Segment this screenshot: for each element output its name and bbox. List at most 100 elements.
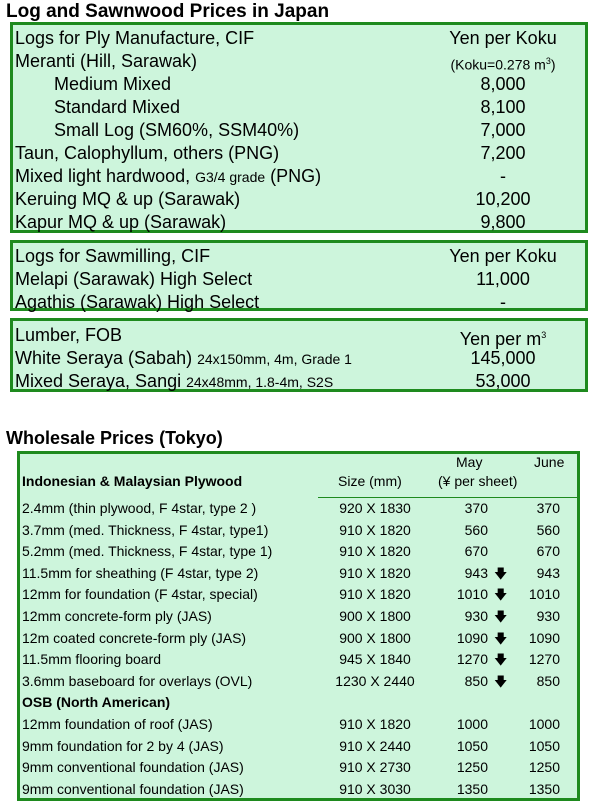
june-price-cell: 930 — [536, 607, 560, 624]
june-price-cell: 1000 — [528, 715, 560, 732]
row-label: Agathis (Sarawak) High Select — [15, 292, 260, 312]
size-cell: 900 X 1800 — [339, 629, 411, 646]
section-header: Logs for Ply Manufacture, CIF — [15, 28, 255, 48]
row-label: Medium Mixed — [54, 74, 172, 94]
size-cell: 910 X 1820 — [339, 543, 411, 560]
may-price-cell: 370 — [464, 500, 488, 516]
table-row: 11.5mm for sheathing (F 4star, type 2) 91… — [20, 563, 577, 585]
unit-label: Yen per m3 — [459, 329, 547, 349]
table-row: 9mm conventional foundation (JAS) 910 X 2… — [20, 757, 577, 779]
june-header: June — [534, 454, 565, 470]
table-row: 3.7mm (med. Thickness, F 4star, type1) 91… — [20, 520, 577, 542]
row-value: - — [500, 166, 506, 186]
row-value: 9,800 — [480, 212, 526, 232]
size-cell: 910 X 1820 — [339, 715, 411, 732]
wholesale-title: Wholesale Prices (Tokyo) — [6, 428, 223, 448]
page-title: Log and Sawnwood Prices in Japan — [6, 1, 330, 22]
unit-label: Yen per Koku — [449, 28, 557, 48]
description-cell: 3.7mm (med. Thickness, F 4star, type1) — [22, 521, 269, 538]
row-label: Kapur MQ & up (Sarawak) — [15, 212, 227, 232]
row-value: 145,000 — [470, 348, 536, 368]
june-price-cell: 1090 — [528, 629, 560, 646]
table-row: 9mm foundation for 2 by 4 (JAS) 910 X 244… — [20, 736, 577, 758]
row-label: Keruing MQ & up (Sarawak) — [15, 189, 241, 209]
may-price-cell: 1250 — [456, 759, 488, 776]
table-row: 3.6mm baseboard for overlays (OVL) 1230 X… — [20, 671, 577, 693]
section-header: Logs for Sawmilling, CIF — [15, 246, 211, 266]
may-price-cell: 1050 — [456, 737, 488, 754]
lumber-box: Lumber, FOB Yen per m3 White Seraya (Saba… — [10, 318, 588, 392]
table-row: OSB (North American) — [20, 692, 577, 714]
unit-label: Yen per Koku — [449, 246, 557, 266]
june-price-cell: 1250 — [528, 759, 560, 776]
may-price-cell: 1090 — [456, 629, 488, 646]
row-value: 10,200 — [475, 189, 531, 209]
june-price-cell: 560 — [536, 521, 560, 538]
row-value: 8,000 — [480, 74, 526, 94]
row-value: 7,000 — [480, 120, 526, 140]
saw-logs-box: Logs for Sawmilling, CIF Yen per Koku Mel… — [10, 240, 588, 312]
down-arrow-icon: 🡇 — [494, 673, 508, 689]
category-header: Indonesian & Malaysian Plywood — [22, 473, 243, 489]
row-value: - — [500, 292, 506, 312]
ply-logs-box: Logs for Ply Manufacture, CIF Yen per Kok… — [10, 22, 588, 233]
june-price-cell: 1050 — [528, 737, 560, 754]
table-row: 11.5mm flooring board 945 X 1840 1270 🡇 1270 — [20, 649, 577, 671]
size-header: Size (mm) — [338, 473, 402, 489]
description-cell: 11.5mm for sheathing (F 4star, type 2) — [22, 564, 259, 581]
row-label: Melapi (Sarawak) High Select — [15, 269, 253, 289]
june-price-cell: 943 — [536, 564, 560, 581]
size-cell: 910 X 1820 — [339, 564, 411, 581]
may-price-cell: 670 — [464, 543, 488, 560]
row-label: Mixed light hardwood, G3/4 grade (PNG) — [15, 166, 322, 186]
may-price-cell: 943 — [464, 564, 488, 581]
may-price-cell: 1270 — [456, 651, 488, 668]
description-cell: 5.2mm (med. Thickness, F 4star, type 1) — [22, 543, 273, 560]
section-header: Lumber, FOB — [15, 325, 123, 345]
unit-header: (¥ per sheet) — [438, 473, 518, 489]
size-cell: 900 X 1800 — [339, 607, 411, 624]
size-cell: 1230 X 2440 — [335, 672, 415, 689]
may-header: May — [456, 454, 483, 470]
size-cell: 920 X 1830 — [339, 500, 411, 516]
row-label: Meranti (Hill, Sarawak) — [15, 51, 198, 71]
description-cell: 2.4mm (thin plywood, F 4star, type 2 ) — [22, 500, 257, 516]
size-cell: 910 X 1820 — [339, 586, 411, 603]
table-row: 2.4mm (thin plywood, F 4star, type 2 ) 92… — [20, 498, 577, 520]
row-label: Mixed Seraya, Sangi 24x48mm, 1.8-4m, S2S — [15, 371, 334, 391]
description-cell: OSB (North American) — [22, 694, 171, 711]
down-arrow-icon: 🡇 — [494, 608, 508, 624]
table-row: 5.2mm (med. Thickness, F 4star, type 1) 9… — [20, 541, 577, 563]
description-cell: 12m coated concrete-form ply (JAS) — [22, 629, 247, 646]
june-price-cell: 370 — [536, 500, 560, 516]
down-arrow-icon: 🡇 — [494, 652, 508, 668]
may-price-cell: 850 — [464, 672, 488, 689]
description-cell: 9mm foundation for 2 by 4 (JAS) — [22, 737, 224, 754]
may-price-cell: 930 — [464, 607, 488, 624]
table-row: 12mm foundation of roof (JAS) 910 X 1820 1… — [20, 714, 577, 736]
june-price-cell: 670 — [536, 543, 560, 560]
table-header: Size (mm) May June (¥ per sheet) — [318, 454, 577, 498]
koku-note: (Koku=0.278 m3) — [450, 56, 556, 73]
row-value: 53,000 — [475, 371, 531, 391]
table-row: 12m coated concrete-form ply (JAS) 900 X … — [20, 628, 577, 650]
description-cell: 12mm concrete-form ply (JAS) — [22, 607, 212, 624]
june-price-cell: 850 — [536, 672, 560, 689]
down-arrow-icon: 🡇 — [494, 565, 508, 581]
description-cell: 3.6mm baseboard for overlays (OVL) — [22, 672, 253, 689]
row-label: Small Log (SM60%, SSM40%) — [54, 120, 300, 140]
description-cell: 9mm conventional foundation (JAS) — [22, 780, 244, 797]
row-label: Taun, Calophyllum, others (PNG) — [15, 143, 280, 163]
may-price-cell: 1010 — [456, 586, 488, 603]
table-row: 9mm conventional foundation (JAS) 910 X 3… — [20, 779, 577, 801]
size-cell: 910 X 2730 — [339, 759, 411, 776]
description-cell: 12mm foundation of roof (JAS) — [22, 715, 213, 732]
june-price-cell: 1350 — [528, 780, 560, 797]
description-cell: 12mm for foundation (F 4star, special) — [22, 586, 258, 603]
size-cell: 910 X 2440 — [339, 737, 411, 754]
size-cell: 945 X 1840 — [339, 651, 411, 668]
may-price-cell: 560 — [464, 521, 488, 538]
description-cell: 9mm conventional foundation (JAS) — [22, 759, 244, 776]
june-price-cell: 1010 — [528, 586, 560, 603]
row-value: 8,100 — [480, 97, 526, 117]
